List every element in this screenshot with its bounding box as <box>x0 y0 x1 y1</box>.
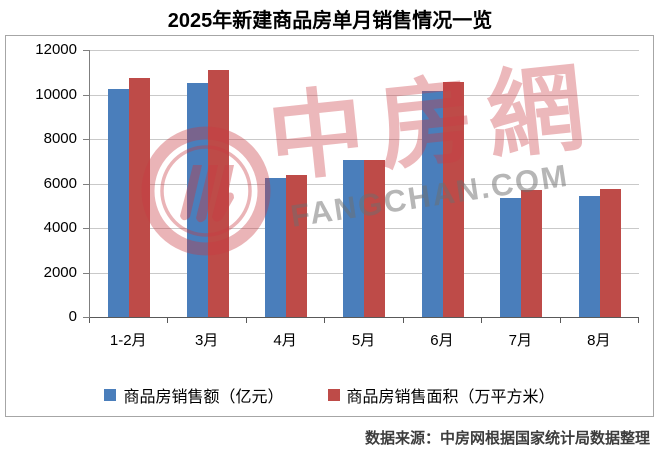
x-axis-tick <box>167 318 169 323</box>
bar-series1-5月 <box>364 160 386 317</box>
bar-series0-3月 <box>186 83 208 317</box>
y-tick-label: 6000 <box>43 174 77 192</box>
x-axis-tick <box>559 318 561 323</box>
bar-series0-4月 <box>265 177 287 317</box>
bar-series1-7月 <box>521 190 543 317</box>
bar-series1-6月 <box>442 82 464 317</box>
y-axis-tick <box>83 94 90 96</box>
y-axis-tick <box>83 139 90 141</box>
chart-title: 2025年新建商品房单月销售情况一览 <box>167 10 493 32</box>
legend-swatch-sales-value <box>104 389 117 401</box>
legend: 商品房销售额（亿元） 商品房销售面积（万平方米） <box>6 383 653 407</box>
x-axis-tick <box>89 318 90 323</box>
x-axis-tick <box>402 318 404 323</box>
plot-area <box>83 50 639 323</box>
bar-series0-7月 <box>500 197 522 317</box>
bar-group-5月 <box>325 50 403 317</box>
x-tick-label-4月: 4月 <box>273 332 297 349</box>
y-tick-label: 2000 <box>43 263 77 281</box>
bar-series1-8月 <box>599 189 621 317</box>
gridline <box>90 94 639 96</box>
legend-item-sales-value: 商品房销售额（亿元） <box>104 383 284 407</box>
y-tick-label: 8000 <box>43 130 77 148</box>
x-tick-label-7月: 7月 <box>508 332 533 349</box>
bar-series1-4月 <box>286 174 308 317</box>
gridline <box>90 139 639 141</box>
bar-series0-8月 <box>578 195 600 317</box>
bar-series1-1-2月 <box>129 77 151 317</box>
x-tick-label-6月: 6月 <box>430 332 454 349</box>
legend-label-sales-value: 商品房销售额（亿元） <box>123 389 284 406</box>
x-axis-tick <box>481 318 483 323</box>
bar-group-8月 <box>561 50 639 317</box>
y-axis-tick <box>83 272 90 274</box>
y-tick-label: 12000 <box>35 41 77 58</box>
y-tick-label: 4000 <box>43 219 77 237</box>
x-tick-label-5月: 5月 <box>351 332 376 349</box>
bar-group-1-2月 <box>90 50 168 317</box>
y-axis-tick <box>83 183 90 185</box>
bar-group-6月 <box>404 50 482 317</box>
y-axis-tick <box>83 228 90 230</box>
gridline <box>90 50 639 51</box>
legend-item-sales-area: 商品房销售面积（万平方米） <box>327 383 555 407</box>
y-tick-label: 10000 <box>35 85 77 103</box>
bar-series1-3月 <box>207 70 229 317</box>
x-axis-tick <box>245 318 247 323</box>
y-axis-tick <box>83 317 90 318</box>
x-axis-tick <box>324 318 326 323</box>
x-axis-labels: 1-2月 3月 4月 5月 6月 7月 8月 <box>89 327 638 349</box>
y-axis-labels: 0 2000 4000 6000 8000 10000 12000 <box>6 41 82 325</box>
legend-label-sales-area: 商品房销售面积（万平方米） <box>346 389 555 406</box>
x-axis-tick <box>638 318 639 323</box>
bar-series0-5月 <box>343 160 365 317</box>
bar-series0-6月 <box>421 91 443 317</box>
bar-group-4月 <box>247 50 325 317</box>
y-tick-label: 0 <box>68 308 77 325</box>
chart-frame: 0 2000 4000 6000 8000 10000 12000 1-2月 3月 4月 5月 6月… <box>5 35 654 417</box>
x-tick-label-3月: 3月 <box>194 332 219 349</box>
bar-series0-1-2月 <box>108 88 130 317</box>
x-tick-label-8月: 8月 <box>587 332 611 349</box>
y-axis-tick <box>83 50 90 51</box>
source-note: 数据来源：中房网根据国家统计局数据整理 <box>364 430 650 447</box>
bar-group-7月 <box>482 50 560 317</box>
bar-group-3月 <box>168 50 246 317</box>
x-tick-label-1-2月: 1-2月 <box>109 332 147 349</box>
legend-swatch-sales-area <box>327 389 340 401</box>
